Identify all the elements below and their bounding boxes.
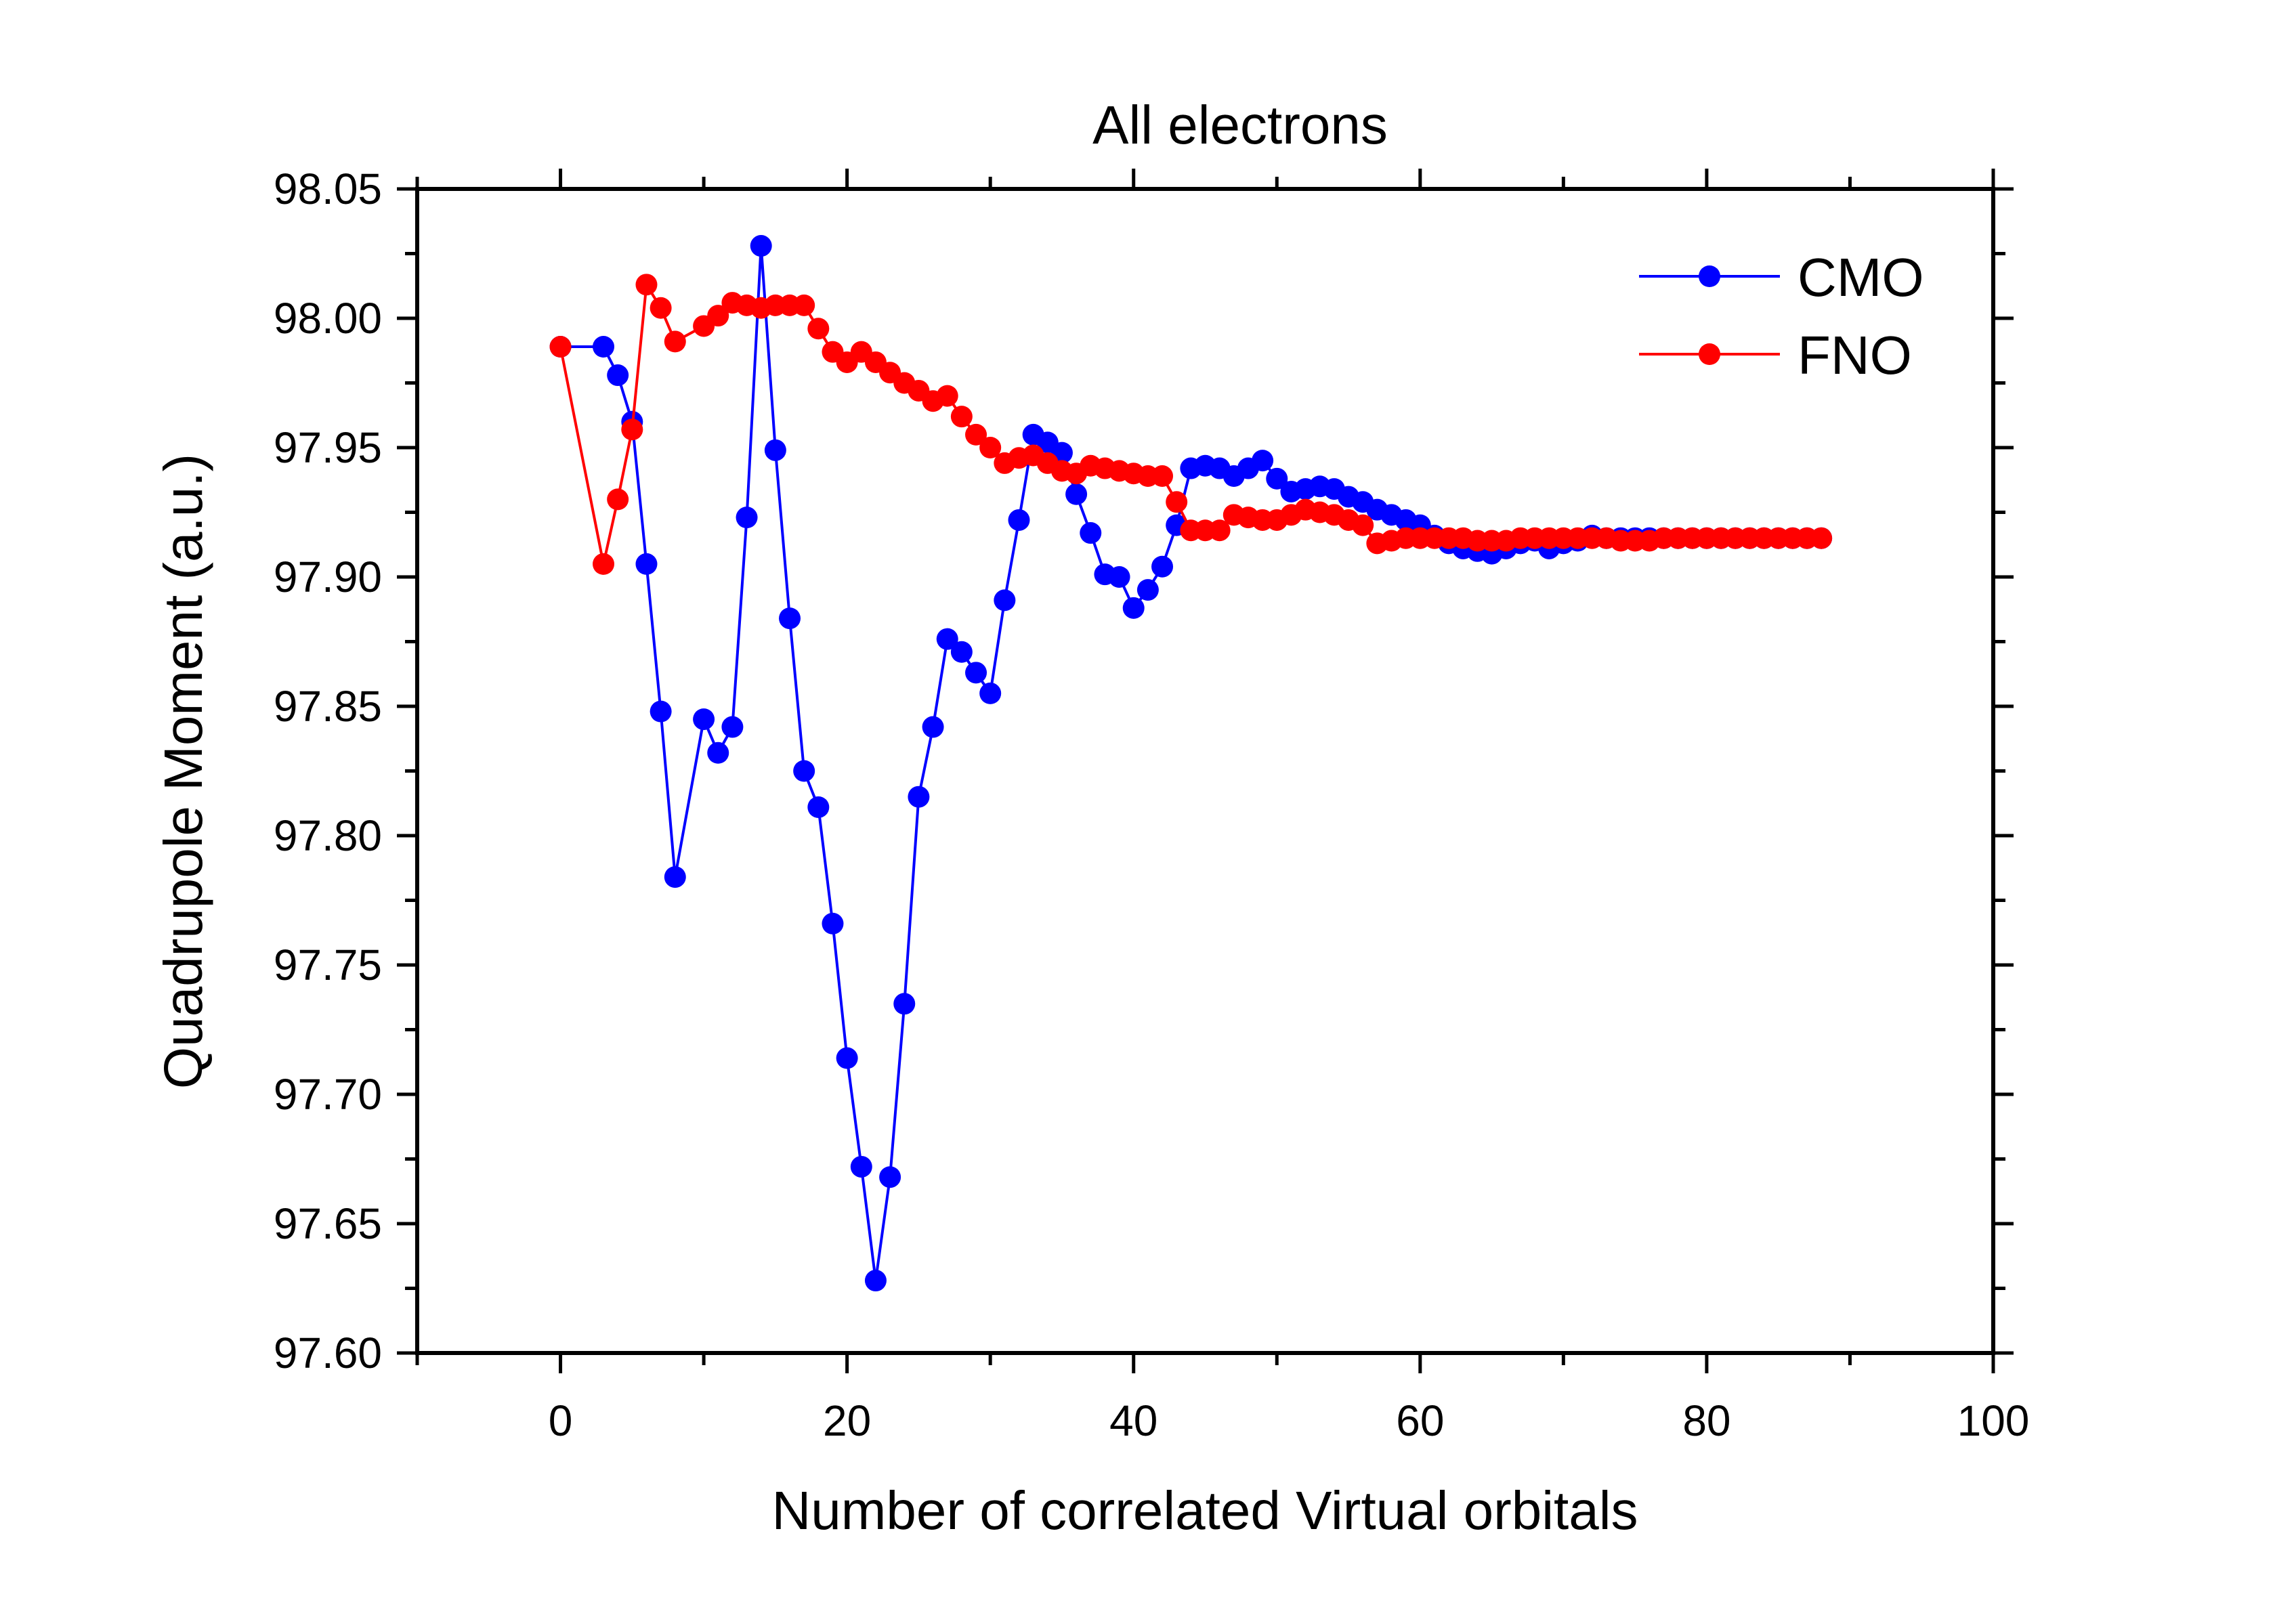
fno-point [707, 305, 729, 327]
fno-point [650, 297, 672, 319]
cmo-point [836, 1047, 858, 1069]
y-tick-label: 97.70 [274, 1070, 382, 1119]
series-layer [549, 235, 1833, 1292]
y-tick-label: 97.60 [274, 1329, 382, 1377]
legend-marker-fno [1699, 343, 1720, 365]
cmo-point [1136, 579, 1159, 601]
cmo-point [994, 589, 1016, 611]
cmo-point [750, 235, 772, 257]
chart-title: All electrons [1092, 95, 1388, 155]
fno-point [979, 437, 1002, 458]
fno-point [1208, 519, 1231, 542]
cmo-point [1080, 522, 1102, 544]
x-tick-label: 60 [1396, 1396, 1444, 1445]
cmo-point [864, 1270, 887, 1292]
fno-point [1166, 491, 1188, 513]
legend-label-fno: FNO [1798, 325, 1912, 385]
y-tick-label: 97.90 [274, 553, 382, 601]
fno-point [607, 488, 629, 511]
fno-point [793, 294, 815, 316]
y-tick-label: 98.00 [274, 294, 382, 343]
x-tick-label: 0 [549, 1396, 573, 1445]
cmo-point [1151, 555, 1174, 578]
cmo-point [764, 439, 786, 461]
cmo-point [1008, 509, 1030, 531]
y-tick-label: 97.80 [274, 811, 382, 860]
cmo-point [607, 364, 629, 387]
fno-point [593, 553, 615, 575]
cmo-point [936, 628, 958, 650]
cmo-point [807, 796, 830, 818]
legend-item-cmo: CMO [1639, 247, 1924, 307]
y-tick-label: 97.65 [274, 1199, 382, 1248]
fno-point [965, 423, 987, 446]
x-tick-label: 20 [823, 1396, 871, 1445]
fno-point [1151, 465, 1174, 488]
fno-series [549, 274, 1833, 575]
cmo-point [1266, 467, 1288, 490]
fno-point [950, 406, 973, 428]
axes-layer: 0 20 40 60 80 100 97.60 97.65 97.70 97.75 97.80 97.… [274, 165, 2030, 1445]
fno-point [936, 385, 958, 407]
cmo-point [1065, 483, 1088, 505]
fno-point [807, 318, 830, 340]
cmo-point [908, 786, 930, 808]
cmo-point [650, 700, 672, 723]
cmo-point [1252, 450, 1274, 472]
fno-point [1352, 514, 1374, 536]
cmo-point [965, 662, 987, 684]
cmo-point [979, 682, 1002, 704]
cmo-point [822, 912, 844, 935]
x-tick-label: 40 [1109, 1396, 1157, 1445]
legend-item-fno: FNO [1639, 325, 1912, 385]
cmo-point [635, 553, 658, 575]
y-tick-label: 97.75 [274, 941, 382, 989]
cmo-point [950, 641, 973, 663]
cmo-point [664, 866, 686, 888]
fno-point [635, 274, 658, 296]
fno-point [549, 336, 572, 358]
fno-point [1810, 527, 1833, 549]
cmo-point [693, 708, 715, 731]
y-axis-label: Quadrupole Moment (a.u.) [153, 454, 213, 1089]
fno-point [664, 330, 686, 353]
cmo-point [850, 1155, 872, 1178]
cmo-point [1108, 566, 1130, 588]
legend-label-cmo: CMO [1798, 247, 1924, 307]
cmo-point [922, 716, 944, 738]
y-tick-label: 97.95 [274, 423, 382, 472]
y-tick-label: 97.85 [274, 682, 382, 731]
fno-point [621, 418, 643, 441]
cmo-point [707, 742, 729, 764]
cmo-point [736, 507, 758, 529]
cmo-point [879, 1166, 901, 1188]
cmo-point [893, 993, 916, 1015]
cmo-point [779, 607, 801, 630]
cmo-point [793, 760, 815, 782]
x-axis-label: Number of correlated Virtual orbitals [771, 1480, 1638, 1541]
x-tick-label: 80 [1682, 1396, 1730, 1445]
y-tick-label: 98.05 [274, 165, 382, 213]
legend: CMO FNO [1639, 247, 1924, 385]
x-tick-label: 100 [1957, 1396, 2030, 1445]
cmo-point [1122, 597, 1145, 619]
legend-marker-cmo [1699, 265, 1720, 287]
cmo-point [721, 716, 744, 738]
cmo-point [593, 336, 615, 358]
